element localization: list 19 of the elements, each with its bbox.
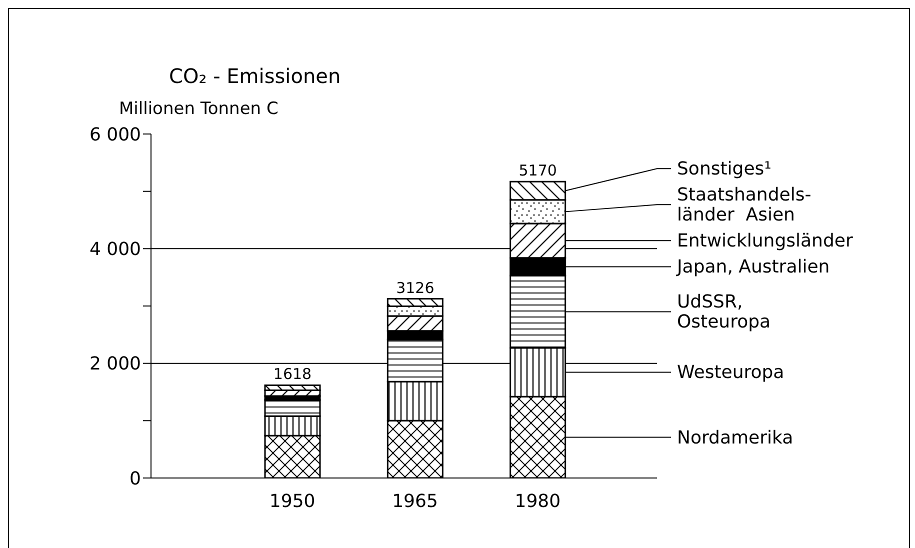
y-axis-title: Millionen Tonnen C	[119, 99, 278, 119]
y-tick-label: 4 000	[89, 239, 141, 260]
text: Westeuropa	[677, 362, 784, 384]
text: Staatshandels- länder Asien	[677, 184, 812, 226]
chart-title: CO₂ - Emissionen	[169, 64, 341, 88]
text: Sonstiges¹	[677, 158, 772, 180]
y-tick-label: 0	[130, 468, 141, 490]
x-tick-label: 1965	[392, 490, 438, 512]
x-tick-label: 1950	[269, 490, 316, 512]
total-label: 3126	[396, 278, 434, 297]
y-tick-label: 2 000	[89, 354, 141, 375]
y-tick-label: 6 000	[89, 124, 141, 146]
text: UdSSR, Osteuropa	[677, 292, 771, 333]
text: Entwicklungsländer	[677, 230, 854, 252]
total-label: 1618	[273, 365, 312, 384]
total-label: 5170	[518, 162, 557, 180]
text: Japan, Australien	[676, 256, 830, 278]
x-tick-label: 1980	[514, 490, 561, 512]
text: Nordamerika	[677, 427, 794, 448]
